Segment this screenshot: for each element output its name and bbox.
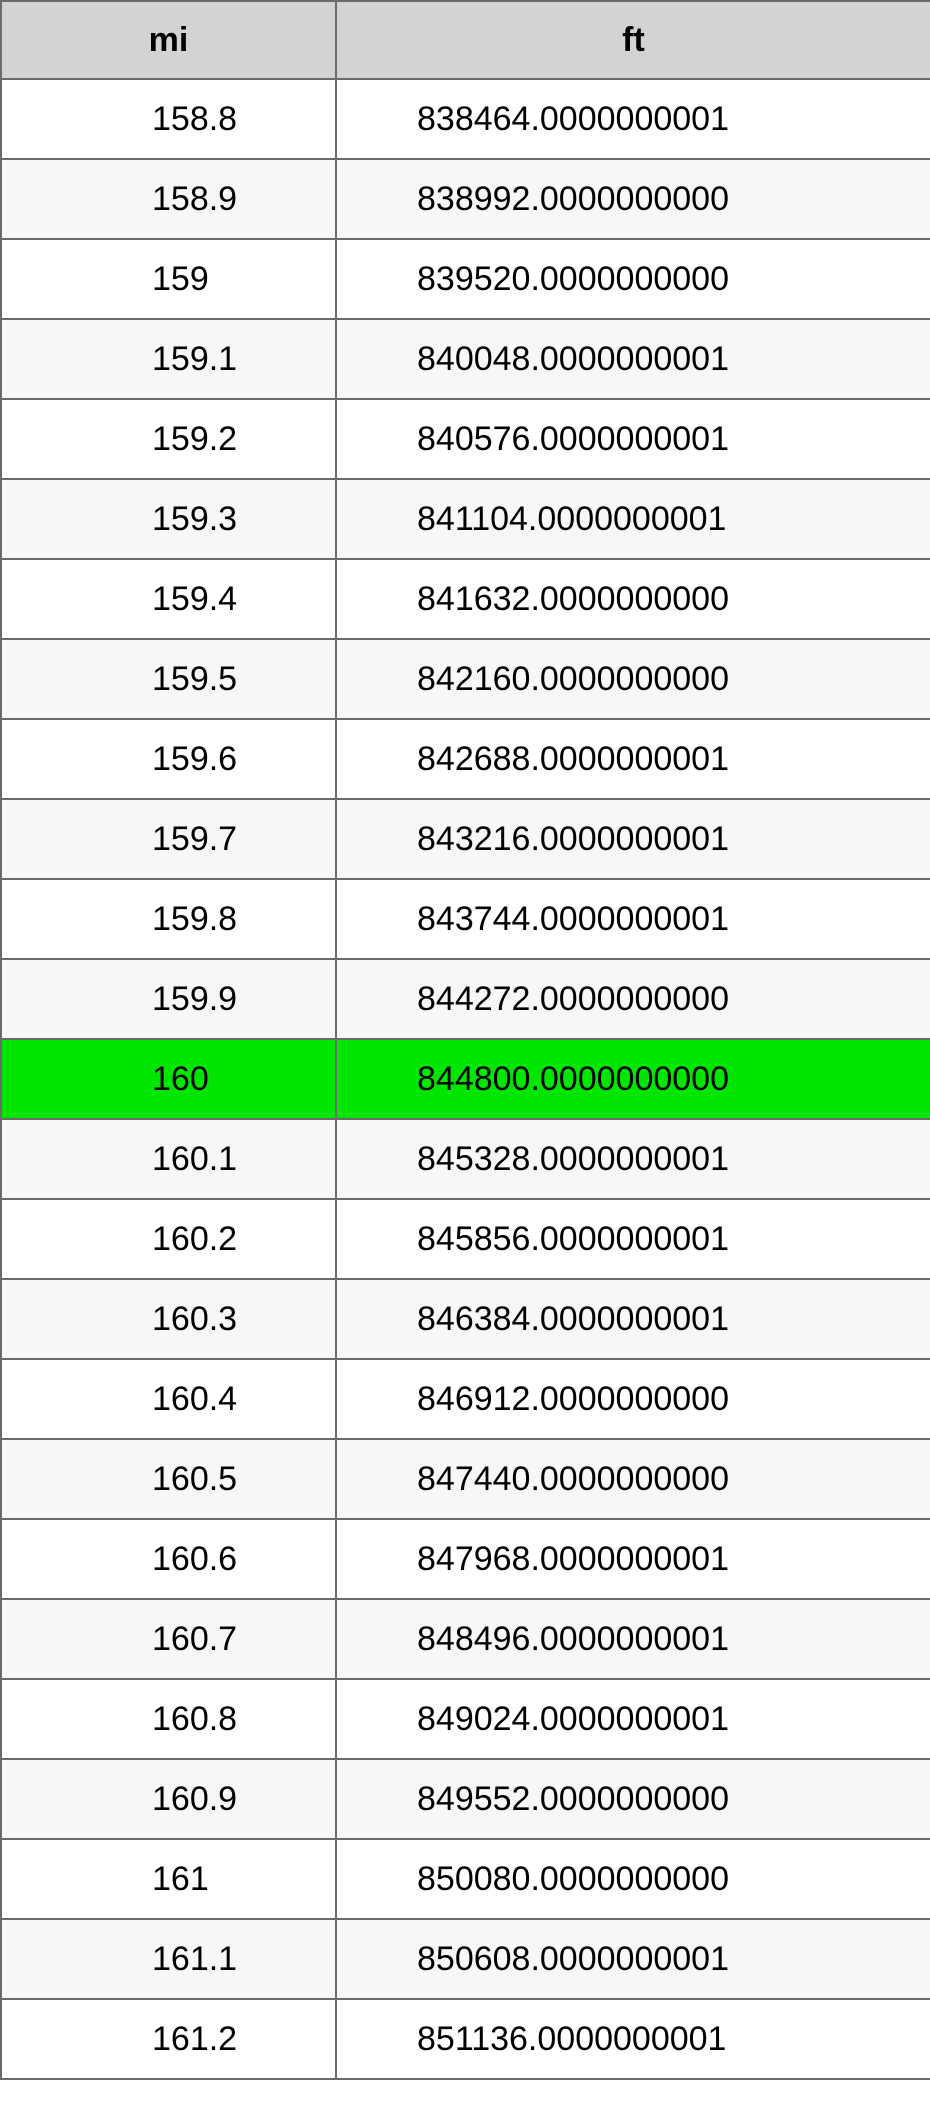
table-row: 161850080.0000000000 (1, 1839, 930, 1919)
cell-mi: 160.9 (1, 1759, 336, 1839)
cell-mi: 160.5 (1, 1439, 336, 1519)
table-row: 159.2840576.0000000001 (1, 399, 930, 479)
table-row: 160.2845856.0000000001 (1, 1199, 930, 1279)
table-row: 161.2851136.0000000001 (1, 1999, 930, 2079)
cell-ft: 844800.0000000000 (336, 1039, 930, 1119)
table-header-row: mi ft (1, 1, 930, 79)
cell-mi: 158.9 (1, 159, 336, 239)
table-row: 160.5847440.0000000000 (1, 1439, 930, 1519)
column-header-ft: ft (336, 1, 930, 79)
cell-ft: 850080.0000000000 (336, 1839, 930, 1919)
table-row: 158.9838992.0000000000 (1, 159, 930, 239)
cell-mi: 160.6 (1, 1519, 336, 1599)
table-row: 159.1840048.0000000001 (1, 319, 930, 399)
cell-mi: 159.3 (1, 479, 336, 559)
table-row: 160.8849024.0000000001 (1, 1679, 930, 1759)
cell-ft: 845328.0000000001 (336, 1119, 930, 1199)
column-header-mi: mi (1, 1, 336, 79)
cell-mi: 159.4 (1, 559, 336, 639)
table-body: 158.8838464.0000000001158.9838992.000000… (1, 79, 930, 2079)
cell-mi: 159.9 (1, 959, 336, 1039)
table-row: 160.7848496.0000000001 (1, 1599, 930, 1679)
cell-ft: 838992.0000000000 (336, 159, 930, 239)
cell-mi: 160 (1, 1039, 336, 1119)
table-row: 159.3841104.0000000001 (1, 479, 930, 559)
cell-ft: 840048.0000000001 (336, 319, 930, 399)
cell-mi: 161.1 (1, 1919, 336, 1999)
cell-mi: 159.6 (1, 719, 336, 799)
table-row: 158.8838464.0000000001 (1, 79, 930, 159)
table-row: 161.1850608.0000000001 (1, 1919, 930, 1999)
cell-mi: 160.3 (1, 1279, 336, 1359)
cell-ft: 847968.0000000001 (336, 1519, 930, 1599)
cell-mi: 158.8 (1, 79, 336, 159)
cell-ft: 841104.0000000001 (336, 479, 930, 559)
table-row: 160844800.0000000000 (1, 1039, 930, 1119)
cell-mi: 160.2 (1, 1199, 336, 1279)
cell-ft: 838464.0000000001 (336, 79, 930, 159)
cell-ft: 849024.0000000001 (336, 1679, 930, 1759)
cell-ft: 843744.0000000001 (336, 879, 930, 959)
cell-mi: 160.8 (1, 1679, 336, 1759)
cell-mi: 159 (1, 239, 336, 319)
cell-mi: 159.1 (1, 319, 336, 399)
cell-ft: 839520.0000000000 (336, 239, 930, 319)
cell-ft: 846912.0000000000 (336, 1359, 930, 1439)
cell-ft: 850608.0000000001 (336, 1919, 930, 1999)
table-row: 159.9844272.0000000000 (1, 959, 930, 1039)
table-row: 159.5842160.0000000000 (1, 639, 930, 719)
cell-mi: 161 (1, 1839, 336, 1919)
table-row: 160.9849552.0000000000 (1, 1759, 930, 1839)
cell-mi: 161.2 (1, 1999, 336, 2079)
table-row: 159.6842688.0000000001 (1, 719, 930, 799)
conversion-table: mi ft 158.8838464.0000000001158.9838992.… (0, 0, 930, 2080)
cell-ft: 849552.0000000000 (336, 1759, 930, 1839)
cell-ft: 841632.0000000000 (336, 559, 930, 639)
cell-ft: 848496.0000000001 (336, 1599, 930, 1679)
cell-ft: 844272.0000000000 (336, 959, 930, 1039)
table-row: 159.4841632.0000000000 (1, 559, 930, 639)
cell-ft: 842688.0000000001 (336, 719, 930, 799)
cell-ft: 851136.0000000001 (336, 1999, 930, 2079)
cell-mi: 160.1 (1, 1119, 336, 1199)
cell-mi: 159.7 (1, 799, 336, 879)
cell-ft: 846384.0000000001 (336, 1279, 930, 1359)
cell-mi: 159.2 (1, 399, 336, 479)
cell-ft: 842160.0000000000 (336, 639, 930, 719)
table-row: 159.7843216.0000000001 (1, 799, 930, 879)
cell-ft: 840576.0000000001 (336, 399, 930, 479)
table-row: 160.6847968.0000000001 (1, 1519, 930, 1599)
table-row: 160.3846384.0000000001 (1, 1279, 930, 1359)
cell-ft: 845856.0000000001 (336, 1199, 930, 1279)
cell-mi: 159.5 (1, 639, 336, 719)
table-row: 160.1845328.0000000001 (1, 1119, 930, 1199)
cell-mi: 160.4 (1, 1359, 336, 1439)
table-row: 159.8843744.0000000001 (1, 879, 930, 959)
cell-ft: 847440.0000000000 (336, 1439, 930, 1519)
cell-mi: 159.8 (1, 879, 336, 959)
table-row: 159839520.0000000000 (1, 239, 930, 319)
cell-ft: 843216.0000000001 (336, 799, 930, 879)
table-row: 160.4846912.0000000000 (1, 1359, 930, 1439)
cell-mi: 160.7 (1, 1599, 336, 1679)
